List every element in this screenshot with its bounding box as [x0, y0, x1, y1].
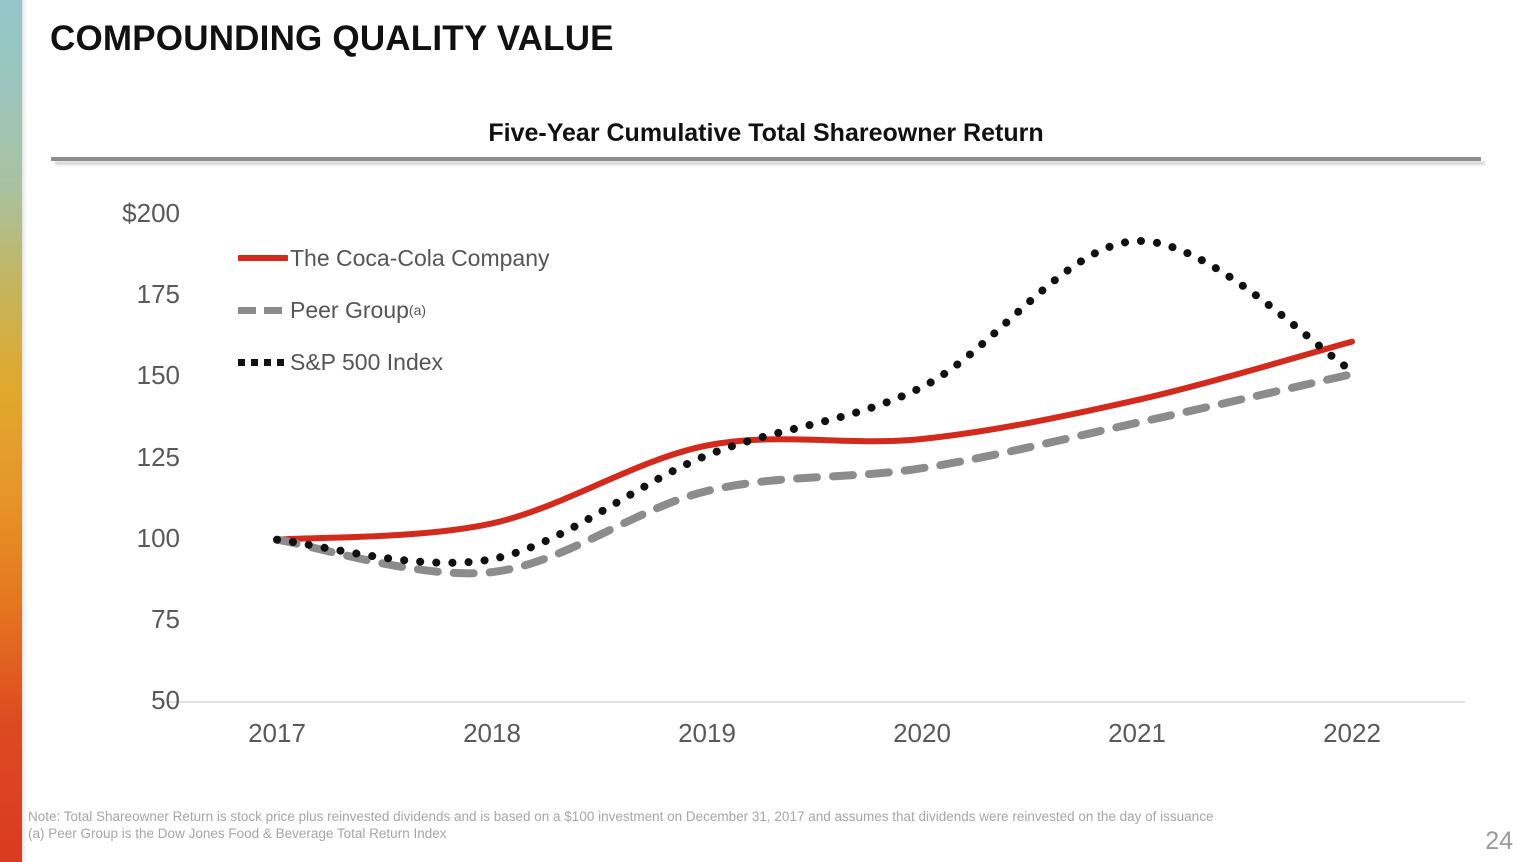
footnotes: Note: Total Shareowner Return is stock p… [28, 808, 1213, 842]
accent-stripe-shadow [22, 0, 27, 862]
x-axis-tick-label: 2021 [1108, 718, 1166, 748]
title-divider [51, 157, 1481, 161]
y-axis-tick-label: 125 [136, 441, 180, 472]
chart-series-line [274, 338, 1355, 543]
page-number: 24 [1485, 827, 1513, 855]
x-axis-tick-label: 2019 [678, 718, 736, 748]
legend-label: S&P 500 Index [290, 348, 444, 375]
gradient-accent-stripe [0, 0, 22, 862]
y-axis-tick-label: $200 [122, 198, 180, 228]
y-axis-tick-label: 150 [136, 360, 180, 391]
chart-series-line [273, 370, 1356, 578]
y-axis-tick-label: 50 [151, 685, 180, 715]
footnote-note: Note: Total Shareowner Return is stock p… [28, 809, 1214, 824]
x-axis-tick-label: 2022 [1323, 718, 1381, 748]
legend-item[interactable]: The Coca-Cola Company [238, 232, 550, 284]
y-axis-tick-label: 100 [136, 522, 180, 553]
legend-swatch-dashed-icon [238, 301, 288, 319]
legend-swatch-solid-icon [238, 249, 288, 267]
y-axis-labels: $200 175 150 125 100 75 50 [30, 0, 180, 862]
chart-series-line [273, 236, 1356, 567]
legend-label: The Coca-Cola Company [290, 244, 550, 271]
legend-label: Peer Group [290, 296, 409, 323]
title-divider-shadow [55, 161, 1485, 165]
x-axis-baseline [168, 701, 1465, 703]
y-axis-tick-label: 175 [136, 279, 180, 310]
legend-item[interactable]: Peer Group (a) [238, 284, 550, 336]
legend-swatch-dotted-icon [238, 353, 288, 371]
legend-footnote-marker: (a) [408, 302, 427, 318]
chart-legend: The Coca-Cola Company Peer Group (a) S&P 50… [238, 232, 550, 388]
footnote-peer-group: (a) Peer Group is the Dow Jones Food & B… [28, 826, 447, 841]
x-axis-tick-label: 2020 [893, 718, 951, 748]
chart-title: Five-Year Cumulative Total Shareowner Re… [488, 119, 1044, 147]
x-axis-tick-label: 2018 [463, 718, 521, 748]
page-title: COMPOUNDING QUALITY VALUE [50, 19, 614, 58]
x-axis-labels: 2017 2018 2019 2020 2021 2022 [0, 718, 1532, 766]
x-axis-tick-label: 2017 [248, 718, 306, 748]
y-axis-tick-label: 75 [151, 603, 180, 634]
legend-item[interactable]: S&P 500 Index [238, 336, 550, 388]
